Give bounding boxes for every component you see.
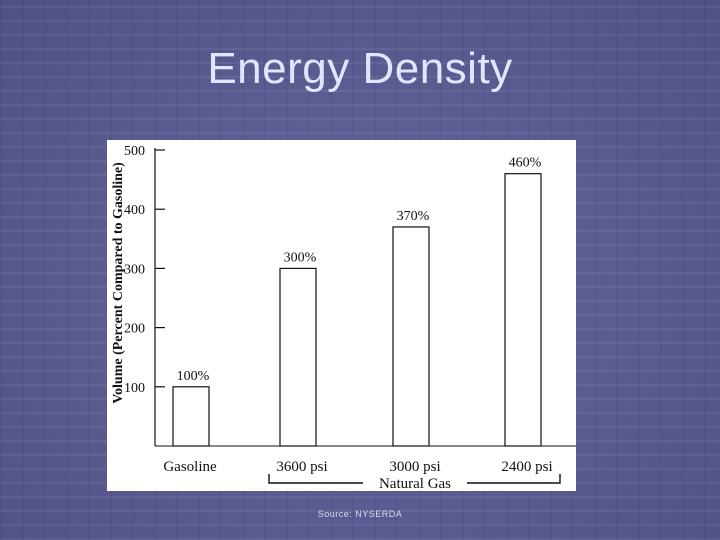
category-label: Gasoline: [163, 459, 217, 475]
data-label: 100%: [177, 369, 210, 384]
group-label: Natural Gas: [379, 476, 451, 491]
data-label: 460%: [509, 156, 542, 171]
chart-panel: Volume (Percent Compared to Gasoline) 10…: [107, 140, 576, 491]
y-tick-label: 300: [124, 262, 145, 277]
data-label: 300%: [284, 250, 317, 265]
bar: [172, 386, 210, 447]
slide-title: Energy Density: [207, 44, 513, 93]
data-label: 370%: [397, 209, 430, 224]
natural-gas-bracket: Natural Gas: [268, 474, 561, 491]
category-labels: Gasoline 3600 psi 3000 psi 2400 psi: [163, 459, 552, 475]
bar-chart: Volume (Percent Compared to Gasoline) 10…: [111, 144, 576, 491]
bar: [504, 173, 542, 447]
category-label: 3000 psi: [389, 459, 440, 475]
y-tick-label: 200: [124, 322, 145, 337]
bar: [392, 226, 430, 447]
data-labels: 100% 300% 370% 460%: [177, 156, 542, 384]
y-tick-label: 400: [124, 203, 145, 218]
bar: [279, 267, 317, 447]
y-ticks: 100 200 300 400 500: [124, 144, 165, 396]
y-axis-label: Volume (Percent Compared to Gasoline): [111, 162, 126, 404]
bars: [172, 173, 542, 447]
source-note: Source: NYSERDA: [317, 509, 403, 519]
y-tick-label: 500: [124, 144, 145, 159]
category-label: 3600 psi: [276, 459, 327, 475]
bracket-label-bg: [363, 476, 467, 490]
category-label: 2400 psi: [501, 459, 552, 475]
y-tick-label: 100: [124, 381, 145, 396]
